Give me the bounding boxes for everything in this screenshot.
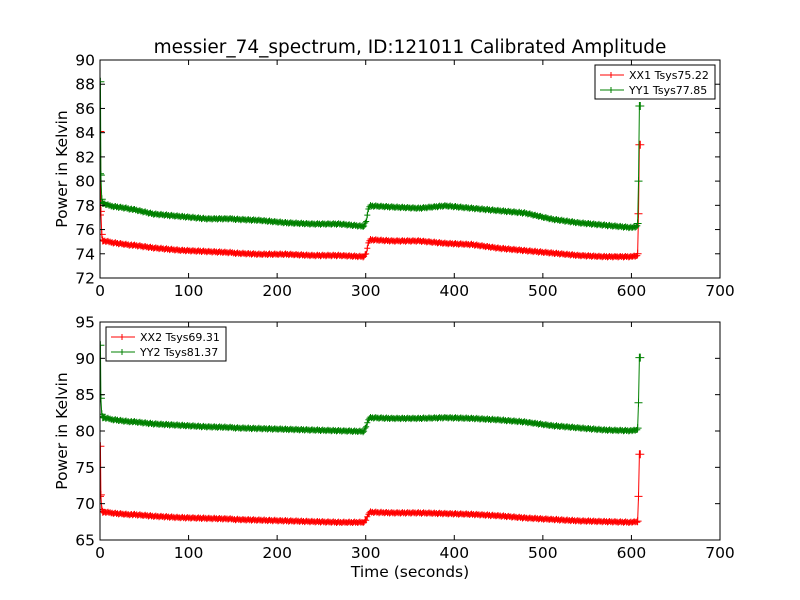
- x-tick-label: 500: [528, 544, 558, 562]
- y-tick-label: 80: [75, 173, 95, 191]
- legend-label: XX2 Tsys69.31: [140, 331, 220, 344]
- x-tick-label: 200: [262, 282, 292, 300]
- legend: XX2 Tsys69.31 YY2 Tsys81.37: [105, 326, 227, 362]
- x-tick-label: 500: [528, 282, 558, 300]
- series-2: [100, 341, 645, 436]
- chart-title: messier_74_spectrum, ID:121011 Calibrate…: [154, 37, 667, 58]
- y-tick-label: 70: [75, 495, 95, 513]
- y-axis-label: Power in Kelvin: [53, 110, 71, 227]
- y-tick-label: 90: [75, 52, 95, 70]
- legend-item: YY1 Tsys77.85: [600, 84, 707, 97]
- x-tick-label: 600: [617, 544, 647, 562]
- x-tick-label: 400: [439, 544, 469, 562]
- x-tick-label: 700: [705, 282, 735, 300]
- y-tick-label: 82: [75, 148, 95, 166]
- x-axis-label: Time (seconds): [350, 563, 469, 581]
- series-2: [100, 77, 645, 232]
- y-tick-label: 88: [75, 76, 95, 94]
- subplot-2: 0 100 200 300 400 500 600 700 65 70 75 80 85 90 95 Powe…: [53, 314, 735, 582]
- y-tick-label: 84: [75, 124, 95, 142]
- x-tick-label: 400: [439, 282, 469, 300]
- legend-box: [594, 64, 716, 100]
- x-tick-label: 600: [617, 282, 647, 300]
- subplots: 0 100 200 300 400 500 600 700727476788082848688…: [53, 52, 735, 582]
- y-tick-label: 76: [75, 221, 95, 239]
- x-tick-label: 200: [262, 544, 292, 562]
- legend-box: [105, 326, 227, 362]
- y-tick-label: 80: [75, 423, 95, 441]
- series-markers: [100, 341, 645, 436]
- x-tick-label: 100: [174, 282, 204, 300]
- y-tick-label: 85: [75, 386, 95, 404]
- legend-label: YY2 Tsys81.37: [139, 346, 218, 359]
- legend-label: YY1 Tsys77.85: [628, 84, 707, 97]
- legend-swatch-marker: [119, 349, 125, 355]
- x-tick-label: 300: [351, 544, 381, 562]
- legend-item: YY2 Tsys81.37: [111, 346, 218, 359]
- legend-swatch-marker: [608, 87, 614, 93]
- legend-item: XX1 Tsys75.22: [600, 69, 709, 82]
- y-tick-label: 86: [75, 100, 95, 118]
- series-1: [100, 442, 645, 526]
- y-tick-label: 95: [75, 314, 95, 332]
- y-tick-label: 74: [75, 245, 95, 263]
- series-1: [100, 127, 645, 261]
- y-tick-label: 75: [75, 459, 95, 477]
- plot-frame: [99, 59, 721, 279]
- x-tick-label: 700: [705, 544, 735, 562]
- legend-label: XX1 Tsys75.22: [629, 69, 709, 82]
- legend: XX1 Tsys75.22 YY1 Tsys77.85: [594, 64, 716, 100]
- x-tick-label: 100: [174, 544, 204, 562]
- x-tick-label: 0: [95, 544, 105, 562]
- x-tick-label: 0: [95, 282, 105, 300]
- legend-swatch-marker: [608, 72, 614, 78]
- series-markers: [100, 127, 645, 261]
- legend-item: XX2 Tsys69.31: [111, 331, 220, 344]
- series-markers: [100, 77, 645, 232]
- y-tick-label: 78: [75, 197, 95, 215]
- y-axis-label: Power in Kelvin: [53, 372, 71, 489]
- legend-swatch-marker: [119, 334, 125, 340]
- y-tick-label: 65: [75, 532, 95, 550]
- y-tick-label: 90: [75, 350, 95, 368]
- series-markers: [100, 442, 645, 526]
- y-tick-label: 72: [75, 270, 95, 288]
- subplot-1: 0 100 200 300 400 500 600 700 72 74 76 78 80 82 84 86 88…: [53, 52, 735, 301]
- x-tick-label: 300: [351, 282, 381, 300]
